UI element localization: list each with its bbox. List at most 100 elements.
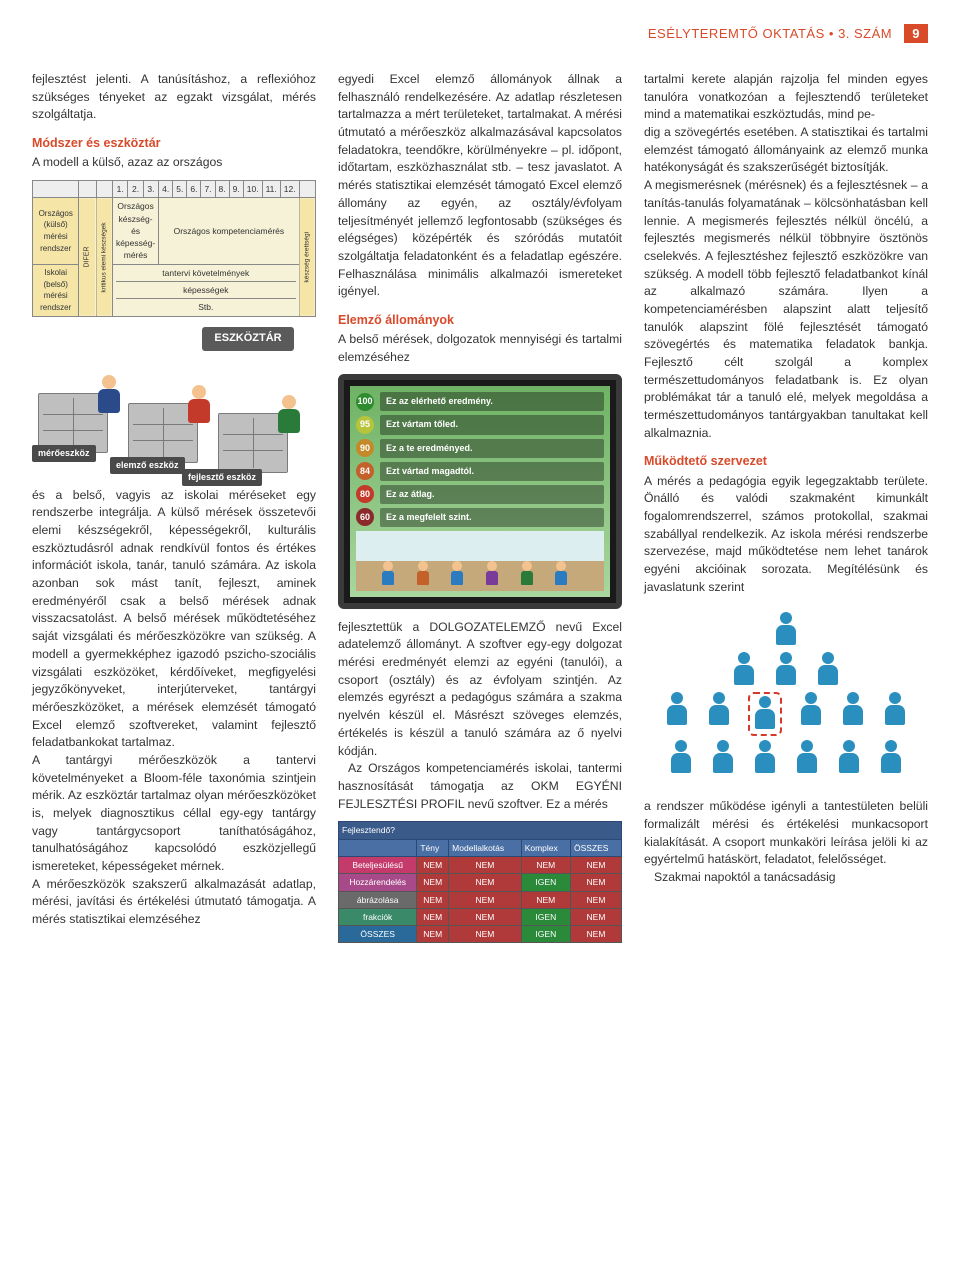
fig1-grade-table: 1.2. 3.4. 5.6. 7.8. 9.10. 11.12. Országo… (32, 180, 316, 317)
fig3-col-header (339, 839, 417, 856)
fig2-row-label: Ez a megfelelt szint. (380, 508, 604, 527)
fig4-person (836, 740, 862, 776)
fig3-cell: NEM (570, 926, 621, 943)
fig4-person (668, 740, 694, 776)
fig4-person (773, 652, 799, 688)
paragraph: Az Országos kompetenciamérés iskolai, ta… (338, 760, 622, 813)
fig4-row (644, 740, 928, 776)
fig4-person (752, 740, 778, 776)
fig3-col-header: ÖSSZES (570, 839, 621, 856)
article-body: fejlesztést jelenti. A tanúsításhoz, a r… (32, 71, 928, 943)
paragraph: tartalmi kerete alapján rajzolja fel min… (644, 71, 928, 124)
paragraph: fejlesztettük a DOLGOZATELEMZŐ nevű Exce… (338, 619, 622, 761)
fig4-person (731, 652, 757, 688)
fig2-row: 84Ezt vártad magadtól. (356, 462, 604, 481)
fig3-cell: NEM (449, 926, 522, 943)
section-heading-modszer: Módszer és eszköztár (32, 134, 316, 152)
fig3-cell: NEM (570, 891, 621, 908)
fig3-cell: NEM (449, 908, 522, 925)
fig1-row2-label: Iskolai (belső) mérési rendszer (33, 264, 79, 316)
fig4-person (882, 692, 908, 736)
figure-screen: 100 Ez az elérhető eredmény. 95 Ezt vártam … (338, 374, 622, 608)
fig3-cell: IGEN (521, 926, 570, 943)
fig2-row: 60 Ez a megfelelt szint. (356, 508, 604, 527)
fig3-cell: NEM (521, 856, 570, 873)
fig2-score-dot: 90 (356, 439, 374, 457)
fig1-label-elemzo: elemző eszköz (110, 457, 185, 474)
fig4-row (644, 612, 928, 648)
fig3-row-label: frakciók (339, 908, 417, 925)
fig4-person (840, 692, 866, 736)
fig3-cell: IGEN (521, 908, 570, 925)
fig4-person (798, 692, 824, 736)
fig2-score-dot: 84 (356, 462, 374, 480)
paragraph: a rendszer működése igényli a tantestüle… (644, 798, 928, 869)
fig2-score-dot: 80 (356, 485, 374, 503)
fig3-title: Fejlesztendő? (339, 822, 622, 839)
paragraph: A belső mérések, dolgozatok mennyiségi é… (338, 331, 622, 366)
issue-number: 3. SZÁM (838, 26, 892, 41)
fig3-row-label: ábrázolása (339, 891, 417, 908)
fig4-person (706, 692, 732, 736)
fig4-person (815, 652, 841, 688)
paragraph: fejlesztést jelenti. A tanúsításhoz, a r… (32, 71, 316, 124)
fig2-row: 95 Ezt vártam tőled. (356, 415, 604, 434)
fig2-row-label: Ez az elérhető eredmény. (380, 392, 604, 411)
fig2-score-dot: 60 (356, 508, 374, 526)
fig4-person (710, 740, 736, 776)
fig1-label-fejleszto: fejlesztő eszköz (182, 469, 262, 486)
fig3-cell: NEM (449, 874, 522, 891)
section-heading-mukodteto: Működtető szervezet (644, 452, 928, 470)
fig3-cell: NEM (417, 891, 449, 908)
fig2-score-dot: 100 (356, 393, 374, 411)
paragraph: A tantárgyi mérőeszközök a tantervi köve… (32, 752, 316, 876)
paragraph: A mérőeszközök szakszerű alkalmazását ad… (32, 876, 316, 929)
fig3-cell: NEM (570, 874, 621, 891)
paragraph: egyedi Excel elemző állományok állnak a … (338, 71, 622, 301)
running-header: ESÉLYTEREMTŐ OKTATÁS • 3. SZÁM 9 (32, 24, 928, 43)
fig2-row: 90Ez a te eredményed. (356, 439, 604, 458)
fig3-col-header: Komplex (521, 839, 570, 856)
paragraph: és a belső, vagyis az iskolai méréseket … (32, 487, 316, 752)
fig2-classroom-illustration (356, 531, 604, 591)
paragraph: A modell a külső, azaz az országos (32, 154, 316, 172)
page-number: 9 (904, 24, 928, 43)
fig3-row-label: ÖSSZES (339, 926, 417, 943)
fig3-cell: IGEN (521, 874, 570, 891)
fig2-row: 80 Ez az átlag. (356, 485, 604, 504)
paragraph: A megismerésnek (mérésnek) és a fejleszt… (644, 177, 928, 442)
figure-orgchart (644, 604, 928, 788)
paragraph: Szakmai napoktól a tanácsadásig (644, 869, 928, 887)
figure-spreadsheet: Fejlesztendő? TényModellalkotásKomplexÖS… (338, 821, 622, 943)
fig3-cell: NEM (417, 908, 449, 925)
fig3-cell: NEM (417, 856, 449, 873)
fig4-person (794, 740, 820, 776)
fig3-row-label: Beteljesülésű (339, 856, 417, 873)
fig4-person (664, 692, 690, 736)
fig3-cell: NEM (570, 856, 621, 873)
fig3-cell: NEM (521, 891, 570, 908)
separator: • (829, 26, 834, 41)
fig3-row-label: Hozzárendelés (339, 874, 417, 891)
fig1-label-mero: mérőeszköz (32, 445, 96, 462)
fig2-score-dot: 95 (356, 416, 374, 434)
fig1-badge: ESZKÖZTÁR (202, 327, 293, 351)
fig3-col-header: Modellalkotás (449, 839, 522, 856)
fig1-row1-label: Országos (külső) mérési rendszer (33, 198, 79, 265)
journal-name: ESÉLYTEREMTŐ OKTATÁS (648, 26, 825, 41)
fig4-row (644, 692, 928, 736)
paragraph: A mérés a pedagógia egyik legegzaktabb t… (644, 473, 928, 597)
fig2-row-label: Ezt vártam tőled. (380, 415, 604, 434)
fig4-highlighted-person (748, 692, 782, 736)
fig1-cabinets-illustration: mérőeszköz elemző eszköz fejlesztő eszkö… (32, 357, 316, 477)
fig4-person (878, 740, 904, 776)
fig2-row-label: Ez az átlag. (380, 485, 604, 504)
section-heading-elemzo: Elemző állományok (338, 311, 622, 329)
fig3-cell: NEM (449, 856, 522, 873)
fig3-cell: NEM (417, 926, 449, 943)
fig4-row (644, 652, 928, 688)
paragraph: dig a szövegértés esetében. A statisztik… (644, 124, 928, 177)
fig4-person (773, 612, 799, 648)
fig3-cell: NEM (417, 874, 449, 891)
fig3-col-header: Tény (417, 839, 449, 856)
